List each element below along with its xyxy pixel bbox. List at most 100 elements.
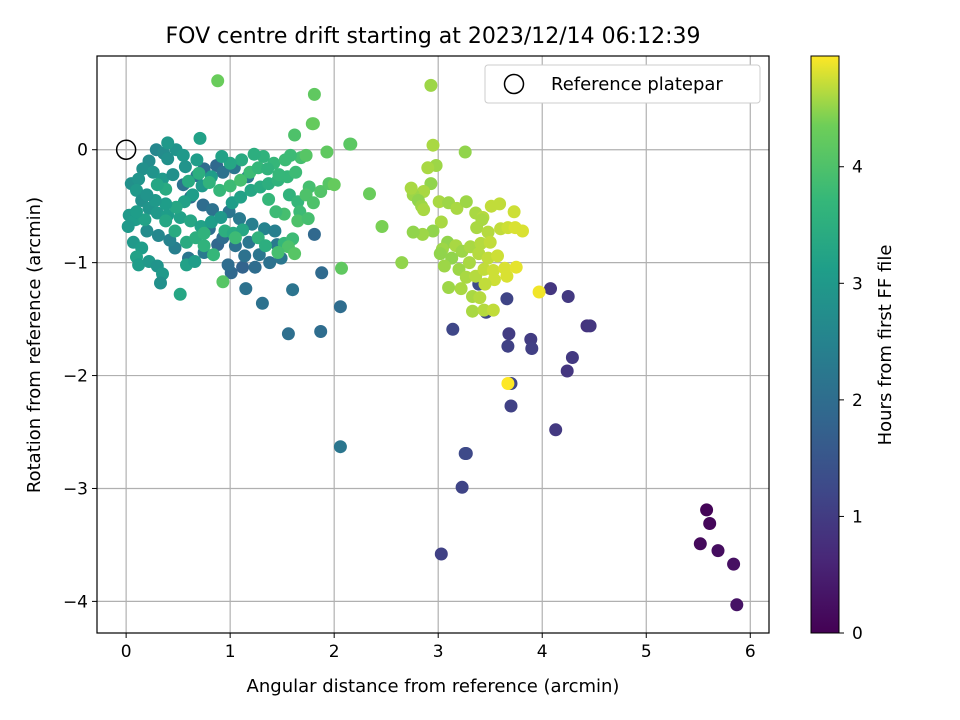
x-tick-label: 1 bbox=[225, 642, 236, 662]
data-point bbox=[333, 300, 347, 314]
data-point bbox=[245, 217, 259, 231]
x-axis-label: Angular distance from reference (arcmin) bbox=[247, 676, 620, 697]
data-point bbox=[491, 249, 504, 263]
colorbar-tick-label: 0 bbox=[852, 624, 863, 644]
data-point bbox=[406, 225, 420, 239]
colorbar-tick-label: 1 bbox=[852, 507, 863, 527]
data-point bbox=[565, 351, 579, 364]
data-point bbox=[314, 185, 328, 198]
data-point bbox=[150, 178, 164, 192]
data-point bbox=[146, 165, 160, 179]
data-point bbox=[483, 235, 497, 249]
data-point bbox=[306, 196, 320, 210]
data-point bbox=[223, 179, 237, 193]
data-point bbox=[549, 423, 563, 437]
data-point bbox=[561, 290, 575, 303]
data-point bbox=[154, 276, 167, 290]
data-point bbox=[235, 153, 249, 167]
data-point bbox=[426, 138, 440, 152]
data-point bbox=[466, 304, 479, 318]
data-point bbox=[197, 239, 211, 253]
data-point bbox=[433, 247, 447, 261]
data-point bbox=[455, 480, 469, 494]
x-tick-label: 5 bbox=[641, 642, 652, 662]
x-tick-label: 2 bbox=[329, 642, 340, 662]
data-point bbox=[206, 203, 219, 217]
data-point bbox=[544, 282, 557, 296]
data-point bbox=[486, 303, 500, 317]
data-point bbox=[150, 206, 164, 220]
data-point bbox=[248, 260, 262, 274]
data-point bbox=[462, 256, 476, 270]
data-point bbox=[299, 148, 313, 162]
data-point bbox=[426, 224, 440, 238]
data-point bbox=[516, 224, 529, 238]
data-point bbox=[424, 78, 438, 92]
y-tick-label: −2 bbox=[63, 367, 88, 387]
data-point bbox=[459, 195, 473, 209]
data-point bbox=[454, 282, 468, 296]
data-point bbox=[259, 239, 272, 253]
data-point bbox=[727, 557, 741, 571]
data-point bbox=[197, 226, 211, 240]
data-point bbox=[234, 190, 248, 204]
data-point bbox=[234, 173, 248, 187]
y-tick-label: −4 bbox=[63, 592, 88, 612]
data-point bbox=[307, 87, 321, 101]
data-point bbox=[184, 214, 198, 228]
data-point bbox=[132, 172, 146, 186]
colorbar-tick-label: 2 bbox=[852, 391, 863, 411]
data-point bbox=[168, 224, 182, 238]
data-point bbox=[307, 227, 321, 241]
data-point bbox=[173, 211, 187, 224]
data-point bbox=[502, 327, 516, 341]
y-axis-ticks: 0 −1 −2 −3 −4 bbox=[63, 141, 97, 612]
data-point bbox=[288, 128, 302, 142]
data-point bbox=[215, 150, 229, 163]
data-point bbox=[320, 145, 334, 159]
data-point bbox=[314, 325, 328, 338]
y-axis-label: Rotation from reference (arcmin) bbox=[24, 197, 45, 493]
y-tick-label: −3 bbox=[63, 479, 88, 499]
data-point bbox=[450, 201, 464, 215]
legend-marker-reference bbox=[503, 73, 525, 95]
data-point bbox=[442, 281, 456, 294]
data-point bbox=[432, 195, 446, 209]
colorbar: 0 1 2 3 4 Hours from first FF file bbox=[810, 55, 896, 644]
data-point bbox=[583, 319, 597, 333]
data-point bbox=[221, 258, 235, 272]
data-point bbox=[262, 192, 276, 206]
data-point bbox=[335, 261, 348, 275]
data-point bbox=[138, 213, 152, 227]
colorbar-label: Hours from first FF file bbox=[875, 245, 896, 446]
data-point bbox=[434, 215, 448, 229]
data-point bbox=[333, 440, 347, 454]
data-point bbox=[176, 148, 190, 162]
data-point bbox=[500, 292, 514, 306]
data-point bbox=[711, 544, 725, 558]
data-point bbox=[136, 162, 150, 176]
legend-entry-reference: Reference platepar bbox=[551, 74, 723, 95]
data-point bbox=[446, 322, 460, 336]
scatter-points bbox=[121, 74, 744, 612]
data-point bbox=[700, 503, 714, 517]
data-point bbox=[182, 174, 195, 188]
data-point bbox=[481, 225, 495, 239]
y-tick-label: −1 bbox=[63, 254, 88, 274]
data-point bbox=[437, 259, 451, 273]
data-point bbox=[159, 197, 173, 211]
data-point bbox=[459, 270, 473, 284]
legend-box bbox=[484, 64, 761, 104]
data-point bbox=[236, 260, 250, 274]
data-point bbox=[263, 256, 277, 270]
data-point bbox=[239, 282, 253, 296]
data-point bbox=[173, 287, 187, 301]
data-point bbox=[532, 285, 546, 299]
data-point bbox=[216, 165, 230, 179]
data-point bbox=[161, 136, 175, 150]
data-point bbox=[458, 447, 472, 460]
data-point bbox=[730, 598, 744, 612]
data-point bbox=[478, 277, 492, 291]
data-point bbox=[327, 178, 341, 192]
